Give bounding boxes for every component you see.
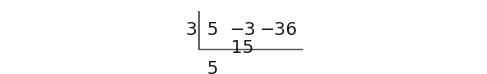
Text: 3: 3: [186, 21, 197, 39]
Text: 5: 5: [206, 21, 218, 39]
Text: 5: 5: [206, 60, 218, 74]
Text: 15: 15: [231, 38, 253, 57]
Text: −3: −3: [229, 21, 255, 39]
Text: −36: −36: [259, 21, 297, 39]
